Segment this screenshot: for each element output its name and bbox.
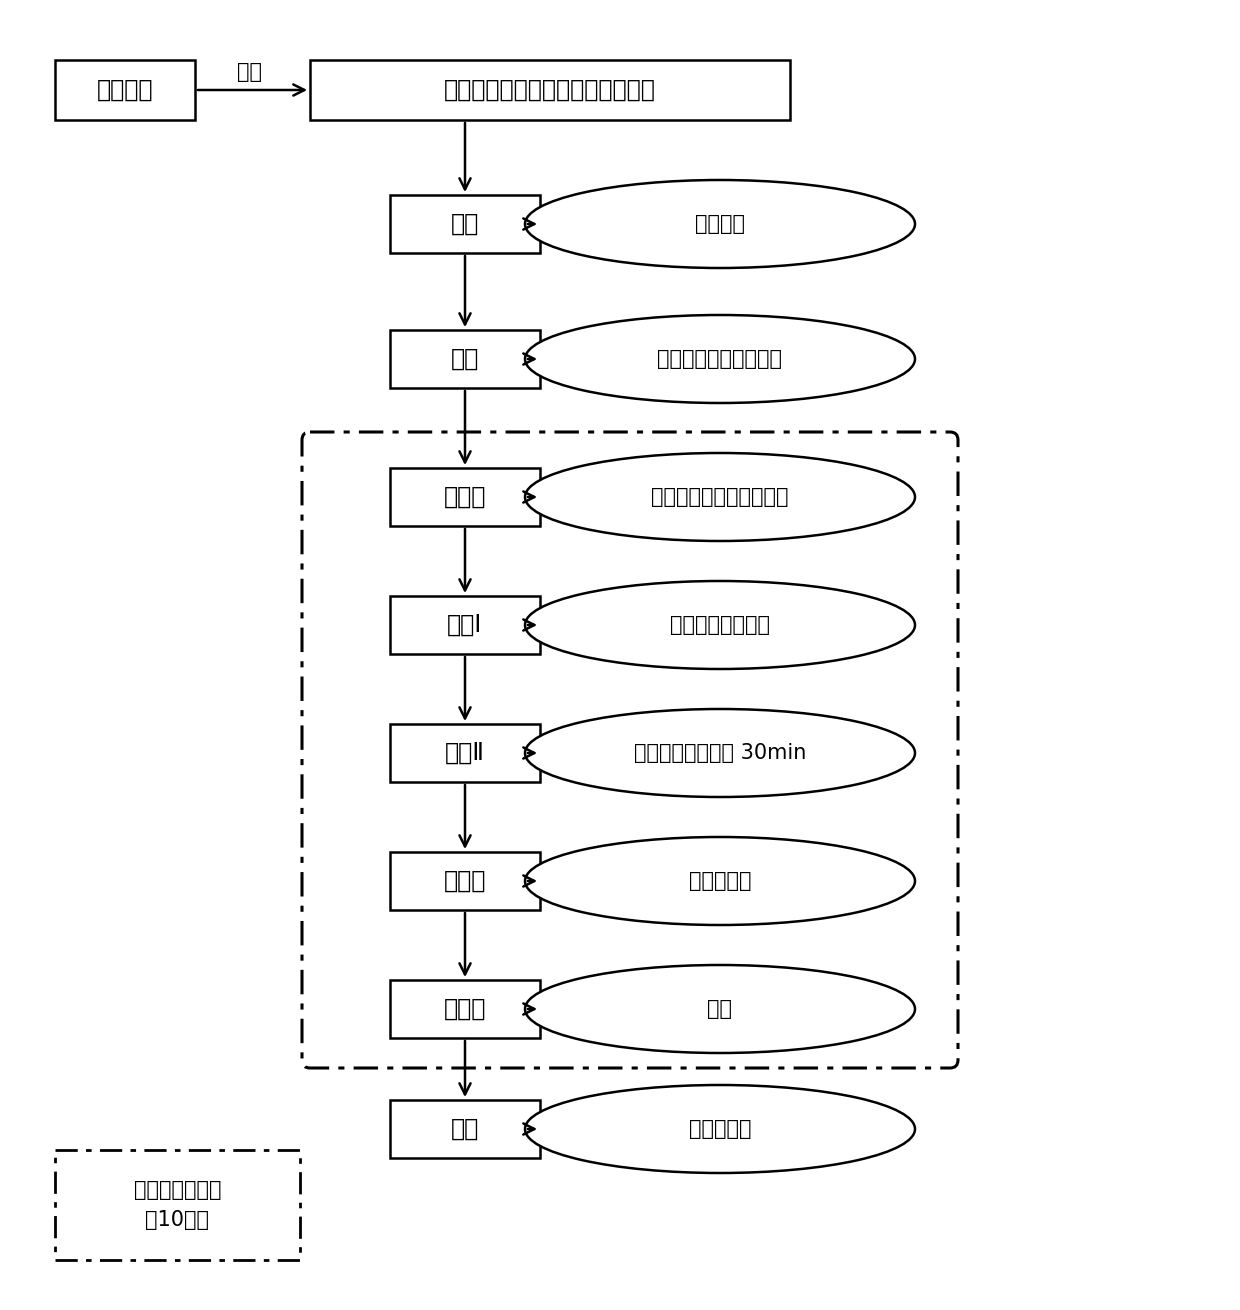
Ellipse shape xyxy=(525,582,915,669)
Ellipse shape xyxy=(525,453,915,541)
FancyBboxPatch shape xyxy=(391,195,539,253)
Text: 滤液: 滤液 xyxy=(451,347,479,371)
Ellipse shape xyxy=(525,1085,915,1172)
FancyBboxPatch shape xyxy=(391,980,539,1038)
Text: 上清液: 上清液 xyxy=(444,485,486,510)
Text: 表示空气洁净度
为10万级: 表示空气洁净度 为10万级 xyxy=(134,1180,221,1230)
Ellipse shape xyxy=(525,965,915,1053)
Ellipse shape xyxy=(525,179,915,269)
Ellipse shape xyxy=(525,314,915,403)
FancyBboxPatch shape xyxy=(310,60,790,121)
Text: 霍山石斛: 霍山石斛 xyxy=(97,79,154,102)
Text: 灼菌: 灼菌 xyxy=(708,1000,733,1019)
Text: 按比例配: 按比例配 xyxy=(694,214,745,234)
FancyBboxPatch shape xyxy=(55,60,195,121)
Text: 浓缩浸膏，离心，取上清: 浓缩浸膏，离心，取上清 xyxy=(651,487,789,507)
FancyBboxPatch shape xyxy=(391,468,539,527)
Text: 冷藏，离心: 冷藏，离心 xyxy=(688,871,751,891)
Text: 入库: 入库 xyxy=(451,1117,479,1141)
Text: 醜沉、回收、过滤: 醜沉、回收、过滤 xyxy=(670,614,770,635)
FancyBboxPatch shape xyxy=(391,724,539,782)
Text: 加抗氧化剂，搞拌 30min: 加抗氧化剂，搞拌 30min xyxy=(634,743,806,762)
Text: 霍山石斛（包煎）、桑白皮、黄精: 霍山石斛（包煎）、桑白皮、黄精 xyxy=(444,79,656,102)
FancyBboxPatch shape xyxy=(391,1100,539,1158)
FancyBboxPatch shape xyxy=(391,330,539,388)
Text: 口服液: 口服液 xyxy=(444,997,486,1020)
Text: 加水提取，煎煮后过滤: 加水提取，煎煮后过滤 xyxy=(657,348,782,369)
Text: 离心液: 离心液 xyxy=(444,869,486,893)
Ellipse shape xyxy=(525,709,915,796)
Text: 配料: 配料 xyxy=(451,212,479,236)
Text: 溶液Ⅰ: 溶液Ⅰ xyxy=(448,613,482,637)
Text: 质检、外包: 质检、外包 xyxy=(688,1119,751,1138)
FancyBboxPatch shape xyxy=(391,852,539,910)
Text: 溶液Ⅱ: 溶液Ⅱ xyxy=(445,741,485,765)
Text: 破碎: 破碎 xyxy=(238,62,263,83)
FancyBboxPatch shape xyxy=(391,596,539,654)
Ellipse shape xyxy=(525,837,915,925)
